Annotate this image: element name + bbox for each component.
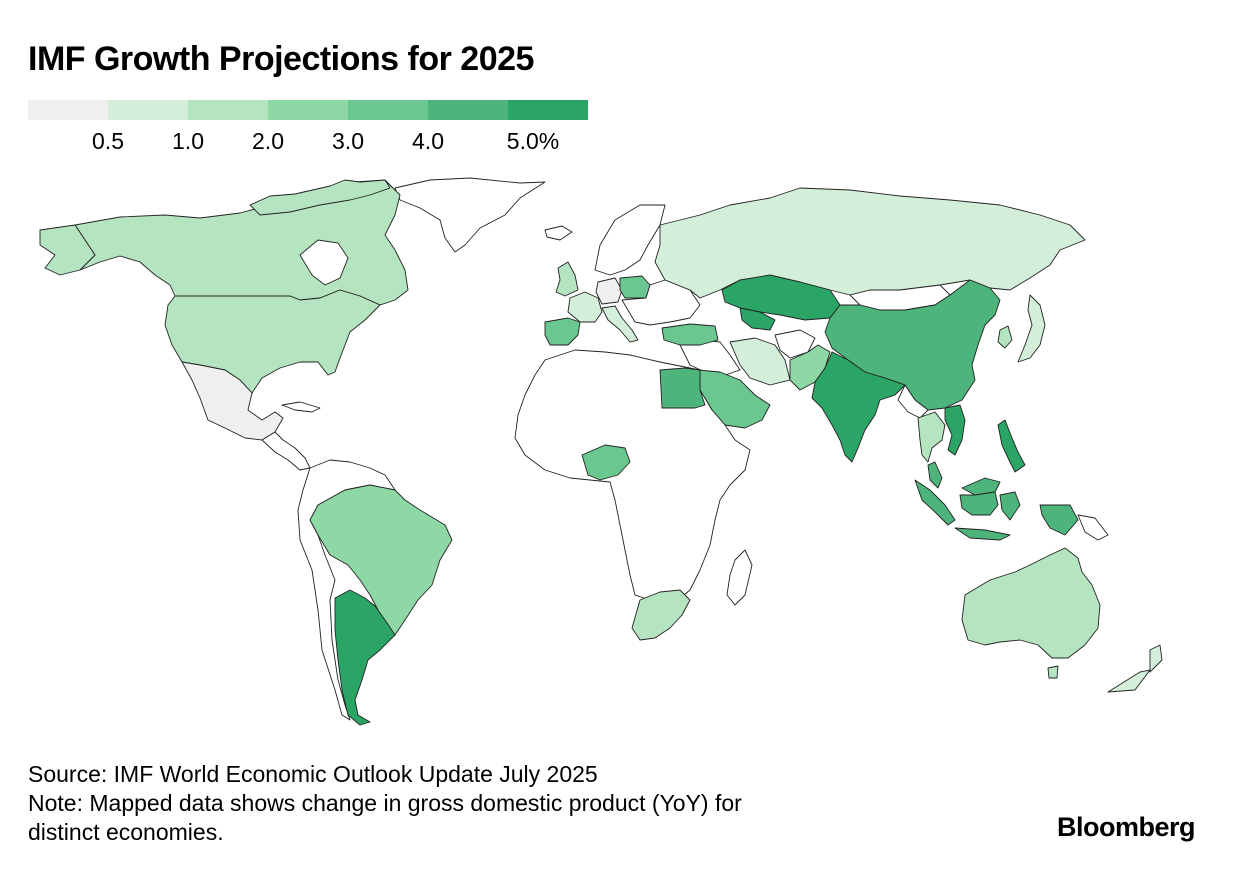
legend-tick-4-0: 4.0 [412, 128, 444, 154]
central-america [261, 431, 311, 471]
country-canada [74, 179, 409, 306]
country-malaysia [927, 461, 1001, 496]
hudson-bay [299, 239, 349, 286]
note-line-1: Note: Mapped data shows change in gross … [28, 790, 742, 816]
country-vietnam [944, 404, 966, 456]
legend-swatch-1 [108, 100, 188, 120]
country-australia [961, 547, 1101, 659]
country-new-zealand [1107, 644, 1163, 693]
bloomberg-logo: Bloomberg [1057, 812, 1196, 842]
country-south-korea [997, 325, 1013, 349]
chart-title: IMF Growth Projections for 2025 [28, 40, 534, 78]
country-philippines [997, 419, 1026, 473]
eastern-europe [621, 279, 701, 326]
legend-tick-0-5: 0.5 [92, 128, 124, 154]
country-usa-alaska [39, 224, 96, 276]
legend-tick-1-0: 1.0 [172, 128, 204, 154]
country-turkey [661, 323, 719, 346]
country-canada-arctic-islands [249, 179, 391, 216]
country-south-africa [631, 589, 691, 641]
source-line: Source: IMF World Economic Outlook Updat… [28, 761, 598, 787]
legend-tick-5-0: 5.0% [506, 128, 560, 154]
country-uzbekistan [739, 307, 776, 331]
note-line-2: distinct economies. [28, 819, 224, 845]
footnote: Source: IMF World Economic Outlook Updat… [28, 760, 928, 847]
country-indonesia [914, 479, 1079, 541]
legend-tick-2-0: 2.0 [252, 128, 284, 154]
country-layer [39, 177, 1163, 726]
iceland [544, 225, 573, 241]
legend-tick-3-0: 3.0 [332, 128, 364, 154]
country-japan [1017, 294, 1046, 363]
country-uk [555, 261, 579, 297]
country-poland [619, 275, 651, 299]
papua-new-guinea [1077, 514, 1109, 541]
country-thailand [917, 411, 946, 463]
color-legend: 0.5 1.0 2.0 3.0 4.0 5.0% [28, 100, 588, 160]
madagascar [726, 549, 753, 606]
country-spain [544, 317, 581, 346]
country-argentina [334, 589, 396, 726]
greenland [394, 177, 546, 253]
country-germany [595, 277, 623, 305]
legend-swatch-2 [188, 100, 268, 120]
legend-swatch-5 [428, 100, 508, 120]
legend-swatch-4 [348, 100, 428, 120]
legend-swatch-0 [28, 100, 108, 120]
country-australia-tasmania [1047, 665, 1059, 679]
cuba [281, 401, 321, 413]
south-america-other [297, 459, 396, 721]
country-brazil [309, 484, 453, 636]
country-nigeria [581, 444, 631, 481]
world-map [39, 177, 1163, 726]
country-france [567, 291, 603, 323]
country-india [811, 351, 906, 463]
country-russia [654, 187, 1086, 299]
country-mexico [181, 361, 284, 441]
legend-swatch-3 [268, 100, 348, 120]
country-italy [601, 305, 639, 343]
country-egypt [659, 367, 706, 409]
legend-swatch-6 [508, 100, 588, 120]
scandinavia [594, 204, 666, 276]
legend-bar [28, 100, 588, 120]
